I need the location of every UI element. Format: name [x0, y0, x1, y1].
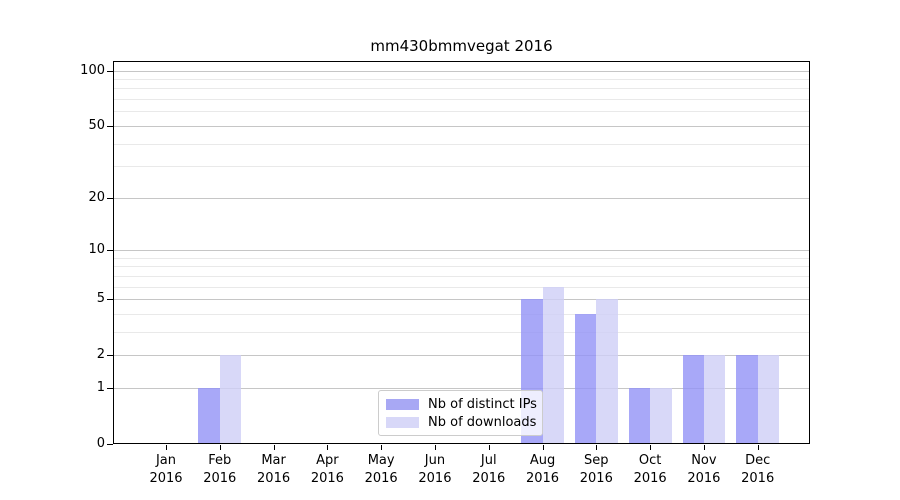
gridline-minor [114, 79, 809, 81]
gridline-major [114, 249, 809, 251]
gridline-minor [114, 166, 809, 168]
y-tick-label: 10 [88, 241, 105, 257]
gridline-minor [114, 88, 809, 90]
gridline-minor [114, 275, 809, 277]
x-tick-mark [596, 445, 598, 450]
y-tick-label: 50 [88, 117, 105, 133]
bar-nov-distinct-ips [682, 355, 704, 443]
x-tick-mark [488, 445, 490, 450]
y-tick-label: 0 [96, 436, 105, 451]
bar-oct-downloads [650, 387, 672, 443]
gridline-minor [114, 266, 809, 268]
bar-oct-distinct-ips [628, 387, 651, 443]
x-tick-label: Nov 2016 [687, 453, 721, 486]
bar-dec-distinct-ips [736, 355, 758, 443]
y-tick-label: 5 [96, 291, 105, 307]
x-tick-label: May 2016 [364, 453, 398, 486]
x-tick-label: Jul 2016 [472, 453, 506, 486]
x-tick-mark [650, 445, 652, 450]
gridline-minor [114, 331, 809, 333]
x-tick-label: Apr 2016 [310, 453, 344, 486]
legend-entry-downloads: Nb of downloads [386, 414, 537, 430]
x-tick-mark [381, 445, 383, 450]
y-tick-mark [107, 197, 113, 199]
x-tick-label: Dec 2016 [741, 453, 775, 486]
gridline-major [114, 197, 809, 199]
gridline-minor [114, 286, 809, 288]
y-tick-mark [107, 249, 113, 251]
legend-swatch-distinct-ips [386, 398, 419, 410]
x-tick-mark [219, 445, 221, 450]
bar-aug-downloads [542, 286, 564, 443]
y-tick-label: 2 [96, 347, 105, 363]
x-tick-label: Oct 2016 [633, 453, 667, 486]
y-tick-mark [107, 299, 113, 301]
gridline-minor [114, 111, 809, 113]
y-tick-mark [107, 70, 113, 72]
x-tick-label: Feb 2016 [203, 453, 237, 486]
gridline-major [114, 125, 809, 127]
x-tick-label: Jan 2016 [149, 453, 183, 486]
x-tick-label: Jun 2016 [418, 453, 452, 486]
legend: Nb of distinct IPs Nb of downloads [378, 390, 543, 436]
bar-sep-distinct-ips [574, 313, 597, 443]
y-tick-mark [107, 125, 113, 127]
chart-title: mm430bmmvegat 2016 [370, 37, 553, 55]
x-tick-mark [166, 445, 167, 450]
y-tick-mark [107, 355, 113, 357]
x-tick-label: Mar 2016 [257, 453, 291, 486]
legend-entry-distinct-ips: Nb of distinct IPs [386, 396, 537, 412]
x-tick-mark [757, 445, 759, 450]
y-tick-mark [107, 444, 113, 445]
legend-label-downloads: Nb of downloads [428, 414, 537, 430]
x-tick-mark [703, 445, 705, 450]
bar-sep-downloads [596, 299, 618, 443]
bar-nov-downloads [703, 355, 726, 443]
y-tick-label: 100 [80, 62, 105, 78]
x-tick-label: Aug 2016 [525, 453, 560, 486]
x-tick-label: Sep 2016 [579, 453, 613, 486]
gridline-major [114, 70, 809, 72]
legend-swatch-downloads [386, 416, 419, 428]
gridline-minor [114, 99, 809, 101]
x-tick-mark [327, 445, 329, 450]
y-tick-mark [107, 387, 113, 389]
gridline-minor [114, 143, 809, 145]
y-tick-label: 1 [96, 379, 105, 395]
x-tick-mark [542, 445, 544, 450]
gridline-major [114, 387, 809, 389]
gridline-major [114, 355, 809, 357]
x-tick-mark [434, 445, 436, 450]
gridline-minor [114, 257, 809, 259]
gridline-minor [114, 313, 809, 315]
legend-label-distinct-ips: Nb of distinct IPs [428, 396, 537, 412]
bar-feb-downloads [219, 355, 242, 443]
gridline-major [114, 299, 809, 301]
bar-feb-distinct-ips [198, 387, 220, 443]
bar-dec-downloads [757, 355, 780, 443]
y-tick-label: 20 [88, 189, 105, 205]
x-tick-mark [273, 445, 275, 450]
